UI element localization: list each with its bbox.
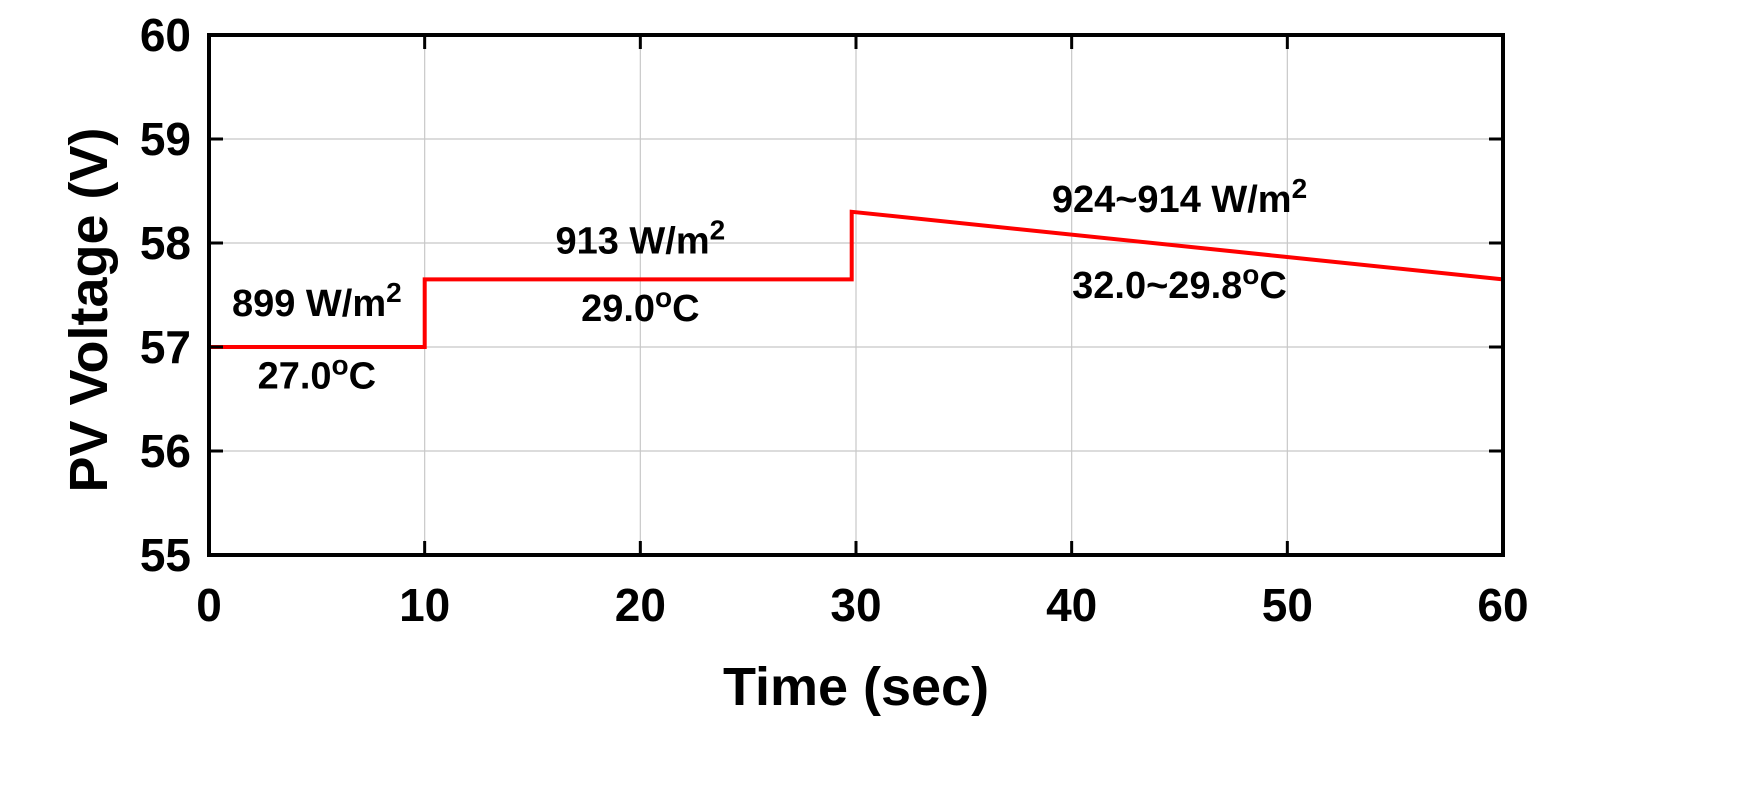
y-tick-label: 56 — [140, 425, 191, 477]
x-tick-label: 60 — [1477, 579, 1528, 631]
annotation-label-5: 32.0~29.8oC — [1072, 259, 1287, 307]
series-layer — [209, 209, 1504, 349]
x-tick-labels: 0 10 20 30 40 50 60 — [196, 579, 1528, 631]
x-axis-title: Time (sec) — [723, 657, 989, 717]
x-tick-label: 30 — [830, 579, 881, 631]
grid-lines — [209, 35, 1503, 555]
annotation-label-3: 29.0oC — [581, 282, 700, 330]
series-line-0 — [209, 209, 1504, 349]
annotations: 899 W/m2 27.0oC 913 W/m2 29.0oC 924~914 W/m2… — [232, 173, 1307, 398]
annotation-label-1: 27.0oC — [258, 350, 377, 398]
y-axis-title: PV Voltage (V) — [59, 127, 119, 492]
x-tick-label: 50 — [1262, 579, 1313, 631]
x-tick-label: 0 — [196, 579, 222, 631]
y-tick-label: 55 — [140, 529, 191, 581]
y-tick-labels: 55 56 57 58 59 60 — [140, 9, 191, 581]
annotation-label-2: 913 W/m2 — [555, 214, 725, 262]
y-tick-label: 60 — [140, 9, 191, 61]
x-tick-label: 10 — [399, 579, 450, 631]
tick-marks — [207, 33, 1505, 557]
y-tick-label: 58 — [140, 217, 191, 269]
annotation-label-4: 924~914 W/m2 — [1052, 173, 1307, 221]
y-tick-label: 57 — [140, 321, 191, 373]
x-tick-label: 40 — [1046, 579, 1097, 631]
annotation-label-0: 899 W/m2 — [232, 277, 402, 325]
x-tick-label: 20 — [615, 579, 666, 631]
y-tick-label: 59 — [140, 113, 191, 165]
